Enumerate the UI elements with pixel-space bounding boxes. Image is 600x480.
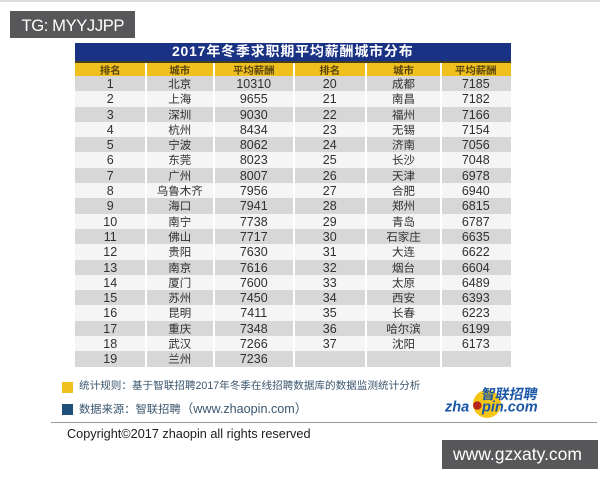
svg-text:zha: zha: [444, 400, 469, 416]
svg-text:pin.com: pin.com: [481, 400, 538, 416]
svg-text:智联招聘: 智联招聘: [480, 384, 539, 404]
